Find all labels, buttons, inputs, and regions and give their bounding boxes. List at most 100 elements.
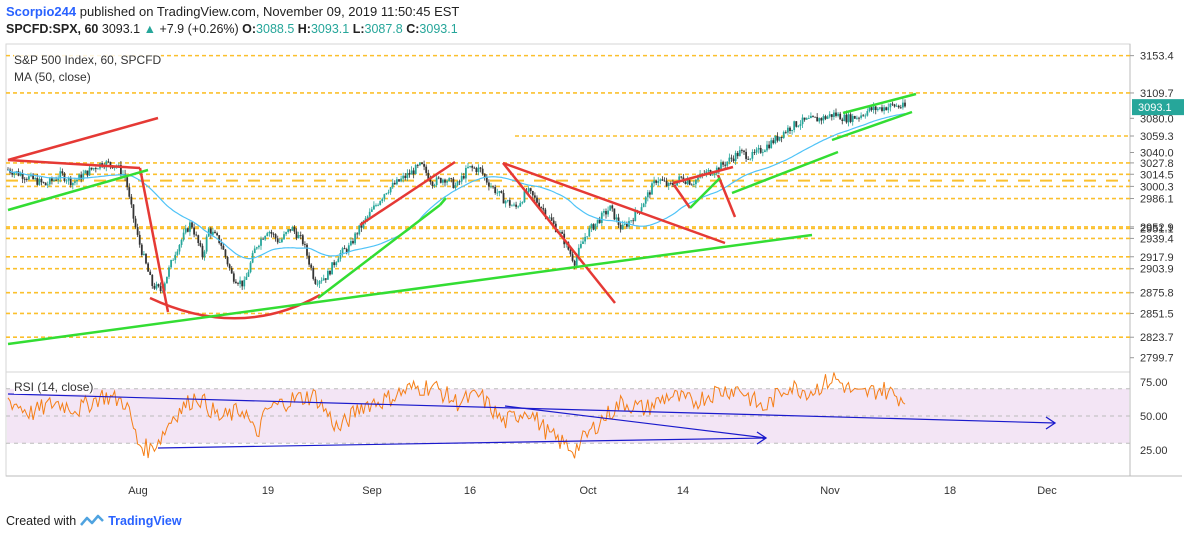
red-trendline	[716, 174, 737, 218]
candle-body	[849, 114, 852, 122]
candle-body	[410, 170, 413, 175]
price-tick-label: 2986.1	[1140, 194, 1174, 206]
candle-body	[626, 223, 628, 227]
candle-body	[743, 150, 745, 152]
candle-body	[71, 182, 74, 186]
rsi-trendline	[7, 393, 1056, 424]
candle-body	[797, 125, 800, 127]
candle-body	[513, 204, 515, 206]
candle-body	[364, 218, 367, 221]
candle-body	[437, 177, 440, 179]
author-name[interactable]: Scorpio244	[6, 4, 77, 19]
candle-body	[718, 167, 720, 171]
candle-body	[669, 183, 672, 184]
candle-body	[105, 161, 108, 168]
green-trendline	[831, 110, 913, 142]
candle-body	[665, 181, 668, 186]
candle-body	[304, 244, 306, 245]
candle-body	[747, 158, 750, 160]
red-trendline	[672, 165, 734, 185]
symbol-label: SPCFD:SPX, 60	[6, 22, 99, 36]
ma-legend[interactable]: MA (50, close)	[14, 70, 91, 84]
candle-body	[318, 281, 321, 284]
candle-body	[895, 105, 898, 107]
candle-body	[289, 229, 292, 231]
candle-body	[473, 167, 476, 169]
candle-body	[751, 152, 754, 159]
candle-body	[697, 177, 699, 180]
candle-body	[191, 222, 193, 228]
candle-body	[688, 180, 691, 185]
candle-body	[755, 149, 758, 153]
candle-body	[692, 184, 695, 185]
candle-body	[11, 172, 14, 175]
candle-body	[21, 173, 24, 179]
candle-body	[427, 172, 430, 180]
candle-body	[611, 205, 614, 209]
candle-body	[801, 117, 804, 125]
candle-body	[494, 186, 497, 194]
candle-body	[569, 249, 572, 255]
red-trendline	[672, 184, 692, 209]
trendline-drawings[interactable]	[7, 92, 1057, 449]
low-value: 3087.8	[364, 22, 403, 36]
candle-body	[416, 165, 419, 166]
candle-body	[92, 168, 95, 170]
candle-body	[109, 161, 112, 166]
candle-body	[36, 178, 39, 185]
candle-body	[291, 227, 294, 231]
candle-body	[222, 245, 225, 250]
candle-body	[646, 192, 649, 198]
candle-body	[728, 157, 731, 162]
pane-title[interactable]: S&P 500 Index, 60, SPCFD	[14, 53, 162, 67]
candle-body	[791, 130, 793, 131]
price-tick-label: 2951.1	[1140, 223, 1174, 235]
candle-body	[301, 235, 304, 245]
candle-body	[312, 267, 315, 279]
candle-body	[166, 276, 168, 284]
candle-body	[59, 171, 62, 179]
time-tick-label: Nov	[820, 485, 840, 497]
green-trendline	[7, 233, 813, 346]
price-tick-label: 2823.7	[1140, 332, 1174, 344]
candle-body	[350, 241, 352, 246]
candle-body	[502, 192, 505, 204]
rsi-legend[interactable]: RSI (14, close)	[14, 380, 94, 394]
candle-body	[352, 241, 354, 244]
candle-body	[51, 178, 53, 181]
candle-body	[136, 227, 139, 235]
candle-body	[883, 107, 885, 111]
candle-body	[738, 150, 741, 157]
candle-body	[471, 165, 474, 168]
candle-body	[492, 186, 494, 188]
candle-body	[186, 228, 189, 232]
candle-body	[828, 114, 831, 117]
candle-body	[615, 217, 618, 220]
candle-body	[393, 182, 396, 185]
candle-body	[902, 102, 904, 108]
rsi-reference-lines	[6, 388, 1130, 444]
candle-body	[366, 216, 369, 219]
candle-body	[176, 251, 179, 255]
candle-body	[870, 107, 873, 111]
rsi-tick-label: 50.00	[1140, 411, 1168, 423]
candle-body	[851, 116, 854, 122]
candle-body	[582, 241, 584, 244]
candle-body	[270, 231, 273, 234]
candle-body	[429, 179, 432, 182]
green-trendline	[842, 92, 917, 115]
candle-body	[339, 252, 342, 259]
candle-body	[285, 232, 287, 235]
tradingview-brand-link[interactable]: TradingView	[108, 514, 182, 528]
candle-body	[398, 179, 400, 182]
candle-body	[488, 182, 490, 187]
candle-body	[843, 114, 846, 121]
candle-body	[316, 283, 319, 285]
price-tick-label: 2952.9	[1140, 222, 1174, 234]
candle-body	[297, 234, 300, 239]
candle-body	[78, 174, 80, 180]
candle-body	[835, 112, 837, 116]
candle-body	[214, 231, 216, 234]
candle-body	[793, 121, 796, 131]
candle-body	[655, 180, 658, 183]
